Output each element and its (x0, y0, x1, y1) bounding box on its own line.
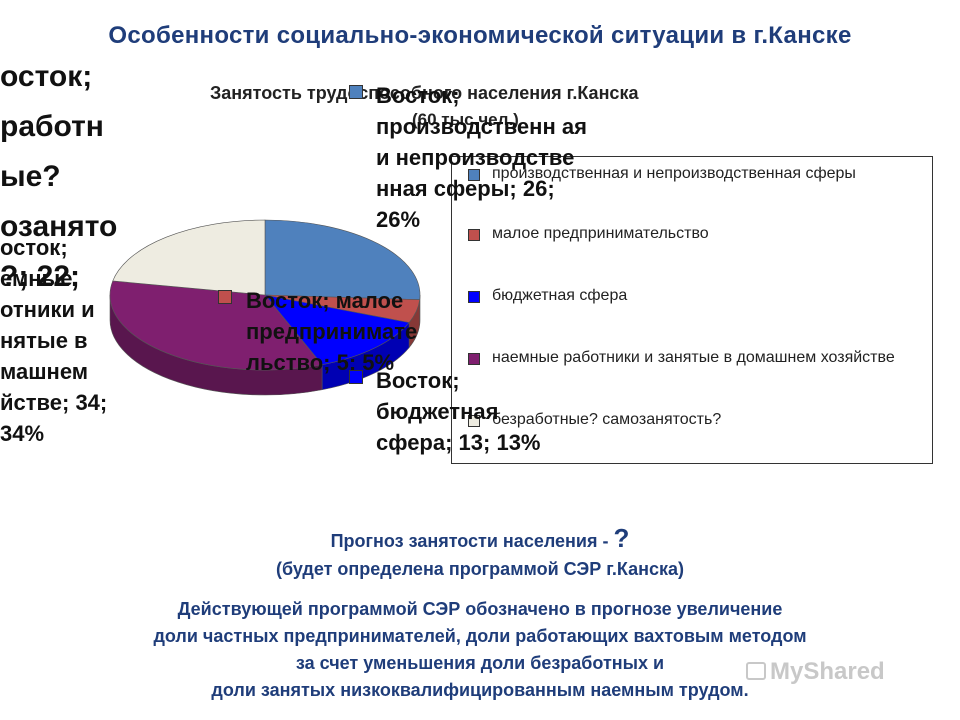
legend-swatch-small-business (468, 229, 480, 241)
program-text: Действующей программой СЭР обозначено в … (0, 596, 960, 704)
forecast-line: Прогноз занятости населения - ? (0, 523, 960, 554)
forecast-subline: (будет определена программой СЭР г.Канск… (275, 559, 685, 579)
legend-label-production: производственная и непроизводственная сф… (492, 165, 856, 182)
legend-swatch-employees (468, 353, 480, 365)
chart-subtitle: (60 тыс.чел.) (412, 110, 519, 129)
legend-swatch-budget (468, 291, 480, 303)
data-label-unemployed-fragment: осток; работн ые? озанято ?; 22; (0, 60, 118, 293)
watermark: MyShared (770, 658, 885, 685)
watermark-icon (746, 662, 766, 680)
legend-label-small-business: малое предпринимательство (492, 225, 709, 242)
legend-swatch-production (468, 169, 480, 181)
data-label-marker-small-business (218, 290, 232, 304)
data-label-marker-budget (349, 370, 363, 384)
legend-swatch-unemployed (468, 415, 480, 427)
forecast-label: Прогноз занятости населения - (330, 531, 614, 551)
legend-label-budget: бюджетная сфера (492, 287, 628, 304)
data-label-small-business: Восток; малое предпринимате льство; 5; 5… (246, 288, 418, 375)
program-line: за счет уменьшения доли безработных и (295, 653, 665, 673)
program-line: доли частных предпринимателей, доли рабо… (153, 626, 807, 646)
pie-slice-0 (264, 219, 421, 301)
chart-legend: производственная и непроизводственная сф… (451, 156, 933, 464)
legend-label-employees: наемные работники и занятые в домашнем х… (492, 349, 895, 366)
data-label-budget: Восток; бюджетная сфера; 13; 13% (376, 368, 541, 455)
data-label-production: Восток; производственн ая и непроизводст… (376, 83, 587, 232)
legend-label-unemployed: безработные? самозанятость? (492, 411, 722, 428)
pie-slice-3 (109, 280, 323, 371)
slide-title: Особенности социально-экономической ситу… (108, 22, 852, 49)
data-label-marker-production (349, 85, 363, 99)
pie-slice-4 (112, 219, 266, 296)
pie-top (109, 219, 421, 371)
forecast-question: ? (613, 523, 630, 553)
chart-title: Занятость трудоспособного населения г.Ка… (210, 83, 639, 103)
data-label-employees-fragment: осток; емные отники и нятые в машнем йст… (0, 235, 108, 446)
program-line: доли занятых низкоквалифицированным наем… (211, 680, 749, 700)
program-line: Действующей программой СЭР обозначено в … (177, 599, 783, 619)
pie-slice-2 (264, 294, 410, 366)
